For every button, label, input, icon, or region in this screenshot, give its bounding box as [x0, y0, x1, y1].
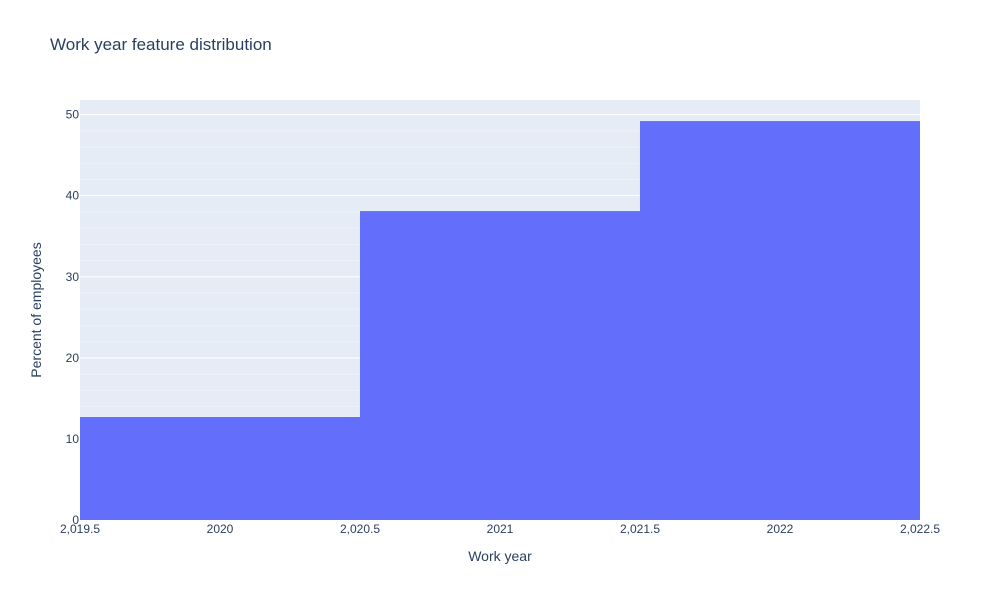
y-tick-label: 30 — [66, 270, 80, 284]
y-tick-label: 0 — [72, 513, 79, 527]
x-axis-ticks: 2,019.5 2020 2,020.5 2021 2,021.5 2022 2,022.5 — [60, 522, 940, 536]
y-tick-label: 20 — [66, 351, 80, 365]
histogram-bar-1 — [80, 417, 360, 520]
histogram-bars — [80, 121, 920, 520]
x-tick-label: 2,020.5 — [340, 522, 380, 536]
chart-title: Work year feature distribution — [50, 35, 272, 54]
x-tick-label: 2,021.5 — [620, 522, 660, 536]
x-tick-label: 2,019.5 — [60, 522, 100, 536]
histogram-bar-2 — [360, 211, 640, 520]
histogram-bar-3 — [640, 121, 920, 520]
y-tick-label: 10 — [66, 432, 80, 446]
y-axis-ticks: 0 10 20 30 40 50 — [66, 108, 80, 527]
x-axis-title: Work year — [468, 548, 532, 564]
x-tick-label: 2020 — [207, 522, 234, 536]
y-tick-label: 40 — [66, 189, 80, 203]
x-tick-label: 2022 — [767, 522, 794, 536]
y-tick-label: 50 — [66, 108, 80, 122]
y-axis-title: Percent of employees — [28, 242, 44, 377]
x-tick-label: 2,022.5 — [900, 522, 940, 536]
x-tick-label: 2021 — [487, 522, 514, 536]
